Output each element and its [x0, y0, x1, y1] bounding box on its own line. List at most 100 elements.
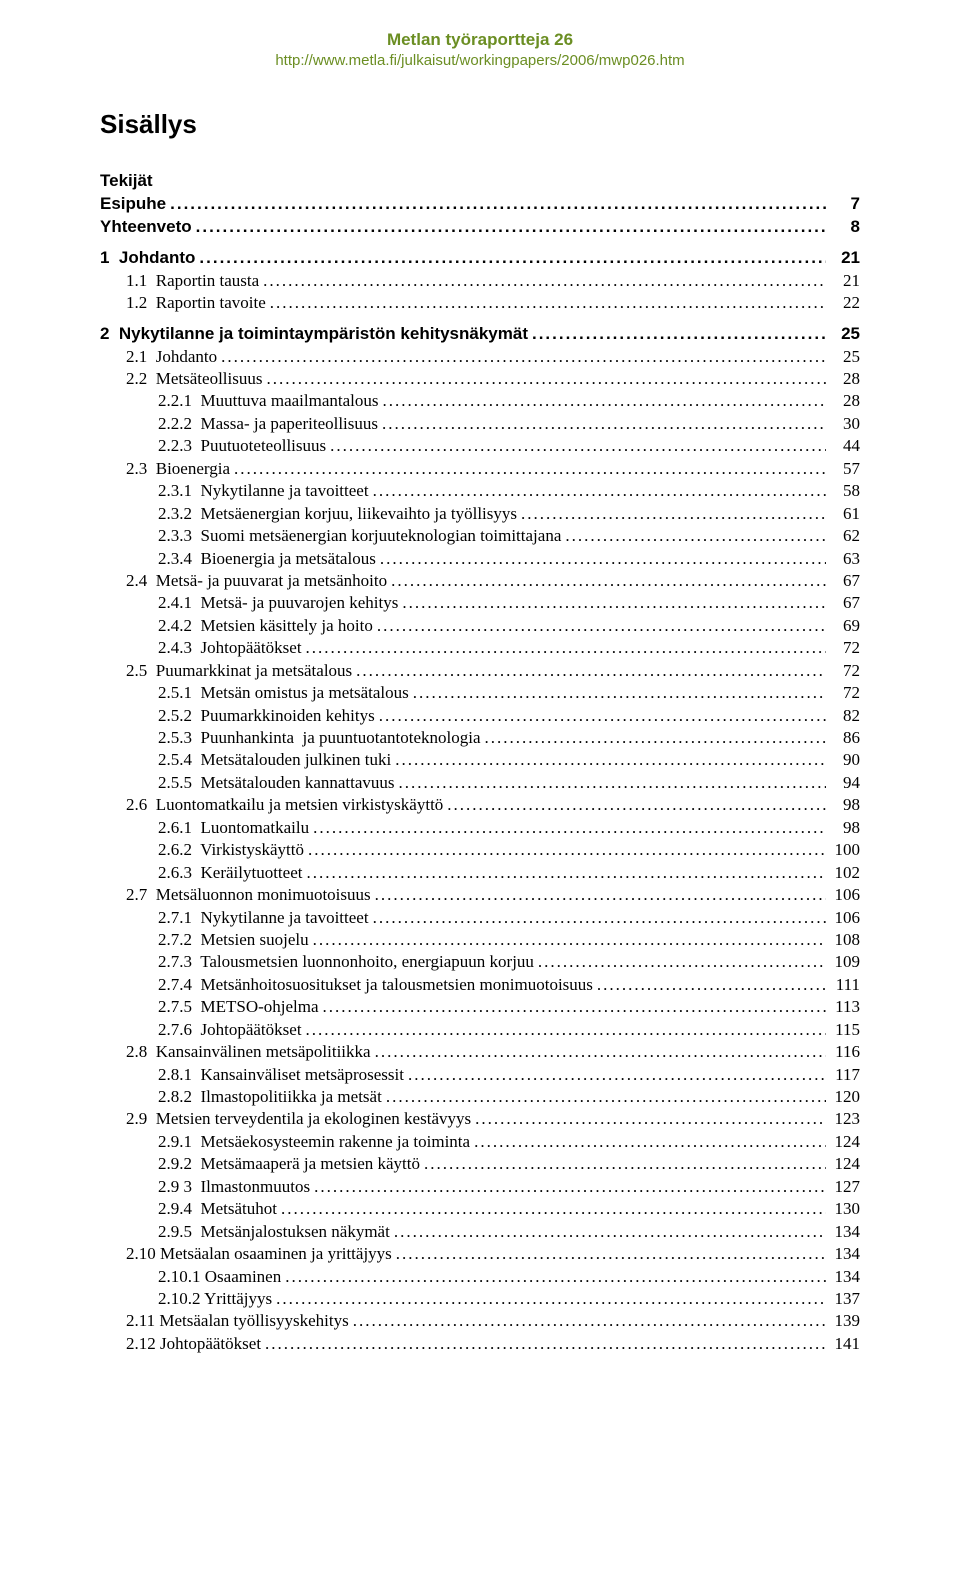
toc-subsection: 2.7.3 Talousmetsien luonnonhoito, energi…: [100, 951, 860, 973]
dot-leader: [277, 1198, 826, 1220]
toc-page: 115: [826, 1019, 860, 1041]
toc-label: 2.5.3 Puunhankinta ja puuntuotantoteknol…: [158, 727, 481, 749]
toc-label: 2.6 Luontomatkailu ja metsien virkistysk…: [126, 794, 443, 816]
toc-page: 25: [826, 323, 860, 346]
toc-label: 2.11 Metsäalan työllisyyskehitys: [126, 1310, 349, 1332]
dot-leader: [387, 570, 826, 592]
toc-label: 1.1 Raportin tausta: [126, 270, 259, 292]
toc-label: 2.3 Bioenergia: [126, 458, 230, 480]
dot-leader: [470, 1131, 826, 1153]
dot-leader: [319, 996, 826, 1018]
toc-section: 2.9 Metsien terveydentila ja ekologinen …: [100, 1108, 860, 1130]
toc-label: 2.7.4 Metsänhoitosuositukset ja talousme…: [158, 974, 593, 996]
toc-page: 123: [826, 1108, 860, 1130]
toc-subsection: 2.2.3 Puutuoteteollisuus44: [100, 435, 860, 457]
toc-page: 109: [826, 951, 860, 973]
toc-section: 2.12 Johtopäätökset141: [100, 1333, 860, 1355]
dot-leader: [369, 480, 826, 502]
toc-page: 98: [826, 817, 860, 839]
dot-leader: [259, 270, 826, 292]
series-title: Metlan työraportteja 26: [100, 30, 860, 50]
toc-label: 2.8 Kansainvälinen metsäpolitiikka: [126, 1041, 371, 1063]
toc-subsection: 2.6.3 Keräilytuotteet102: [100, 862, 860, 884]
source-url: http://www.metla.fi/julkaisut/workingpap…: [100, 52, 860, 69]
toc-page: 102: [826, 862, 860, 884]
dot-leader: [261, 1333, 826, 1355]
toc-subsection: 2.5.2 Puumarkkinoiden kehitys 82: [100, 705, 860, 727]
toc-label: 2.12 Johtopäätökset: [126, 1333, 261, 1355]
dot-leader: [404, 1064, 826, 1086]
toc-page: 72: [826, 682, 860, 704]
table-of-contents: 1 Johdanto211.1 Raportin tausta211.2 Rap…: [100, 247, 860, 1355]
dot-leader: [391, 749, 826, 771]
toc-subsection: 2.9.4 Metsätuhot130: [100, 1198, 860, 1220]
toc-subsection: 2.5.3 Puunhankinta ja puuntuotantoteknol…: [100, 727, 860, 749]
dot-leader: [272, 1288, 826, 1310]
toc-page: 44: [826, 435, 860, 457]
toc-subsection: 2.9.1 Metsäekosysteemin rakenne ja toimi…: [100, 1131, 860, 1153]
toc-label: 2.4.1 Metsä- ja puuvarojen kehitys: [158, 592, 398, 614]
dot-leader: [192, 216, 826, 239]
toc-label: 2.2 Metsäteollisuus: [126, 368, 262, 390]
toc-page: 124: [826, 1131, 860, 1153]
dot-leader: [349, 1310, 826, 1332]
toc-subsection: 2.10.2 Yrittäjyys137: [100, 1288, 860, 1310]
toc-label: 2.7 Metsäluonnon monimuotoisuus: [126, 884, 371, 906]
toc-section: 1.1 Raportin tausta21: [100, 270, 860, 292]
toc-chapter: 1 Johdanto21: [100, 247, 860, 270]
dot-leader: [517, 503, 826, 525]
dot-leader: [217, 346, 826, 368]
toc-label: 2.9.1 Metsäekosysteemin rakenne ja toimi…: [158, 1131, 470, 1153]
toc-label: 2.5 Puumarkkinat ja metsätalous: [126, 660, 352, 682]
toc-label: 2 Nykytilanne ja toimintaympäristön kehi…: [100, 323, 528, 346]
toc-label: 2.3.1 Nykytilanne ja tavoitteet: [158, 480, 369, 502]
toc-subsection: 2.6.2 Virkistyskäyttö100: [100, 839, 860, 861]
toc-label: 2.7.6 Johtopäätökset: [158, 1019, 302, 1041]
toc-section: 2.5 Puumarkkinat ja metsätalous72: [100, 660, 860, 682]
toc-page: 63: [826, 548, 860, 570]
toc-label: 2.5.4 Metsätalouden julkinen tuki: [158, 749, 391, 771]
dot-leader: [369, 907, 826, 929]
toc-label: 2.7.2 Metsien suojelu: [158, 929, 309, 951]
toc-page: 21: [826, 247, 860, 270]
toc-subsection: 2.3.2 Metsäenergian korjuu, liikevaihto …: [100, 503, 860, 525]
dot-leader: [373, 615, 826, 637]
page-title: Sisällys: [100, 109, 860, 140]
toc-label: 2.5.2 Puumarkkinoiden kehitys: [158, 705, 375, 727]
dot-leader: [195, 247, 826, 270]
toc-subsection: 2.3.1 Nykytilanne ja tavoitteet58: [100, 480, 860, 502]
toc-label: 2.8.2 Ilmastopolitiikka ja metsät: [158, 1086, 382, 1108]
page-header: Metlan työraportteja 26 http://www.metla…: [100, 30, 860, 69]
toc-page: 116: [826, 1041, 860, 1063]
toc-page: 127: [826, 1176, 860, 1198]
dot-leader: [375, 705, 826, 727]
toc-subsection: 2.7.6 Johtopäätökset 115: [100, 1019, 860, 1041]
toc-subsection: 2.2.1 Muuttuva maailmantalous28: [100, 390, 860, 412]
toc-label: 1.2 Raportin tavoite: [126, 292, 266, 314]
dot-leader: [409, 682, 826, 704]
toc-label: 2.3.3 Suomi metsäenergian korjuuteknolog…: [158, 525, 561, 547]
toc-subsection: 2.6.1 Luontomatkailu98: [100, 817, 860, 839]
dot-leader: [593, 974, 826, 996]
toc-page: 108: [826, 929, 860, 951]
toc-page: 25: [826, 346, 860, 368]
toc-page: 82: [826, 705, 860, 727]
toc-section: 1.2 Raportin tavoite22: [100, 292, 860, 314]
toc-page: 86: [826, 727, 860, 749]
dot-leader: [443, 794, 826, 816]
toc-page: 130: [826, 1198, 860, 1220]
toc-label: 2.10 Metsäalan osaaminen ja yrittäjyys: [126, 1243, 392, 1265]
toc-label: Tekijät: [100, 170, 153, 193]
toc-label: 2.3.2 Metsäenergian korjuu, liikevaihto …: [158, 503, 517, 525]
dot-leader: [371, 884, 826, 906]
dot-leader: [395, 772, 826, 794]
dot-leader: [528, 323, 826, 346]
dot-leader: [382, 1086, 826, 1108]
toc-subsection: 2.7.1 Nykytilanne ja tavoitteet106: [100, 907, 860, 929]
dot-leader: [352, 660, 826, 682]
dot-leader: [309, 817, 826, 839]
toc-label: 2.6.2 Virkistyskäyttö: [158, 839, 304, 861]
front-matter-list: TekijätEsipuhe7Yhteenveto8: [100, 170, 860, 239]
toc-subsection: 2.9.5 Metsänjalostuksen näkymät134: [100, 1221, 860, 1243]
toc-page: 90: [826, 749, 860, 771]
